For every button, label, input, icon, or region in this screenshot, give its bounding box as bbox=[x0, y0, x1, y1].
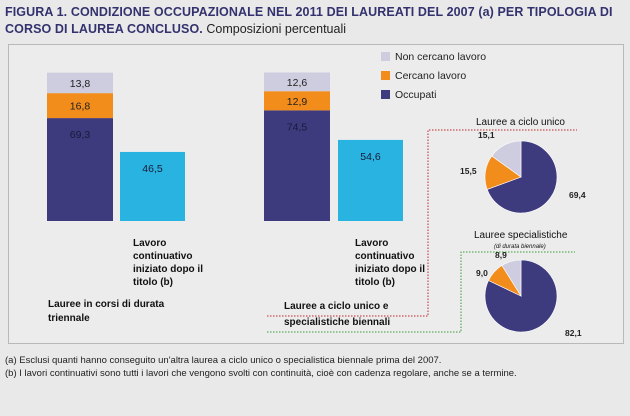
bar-segment-occupati bbox=[264, 110, 330, 221]
bar-segment-non-cercano-lavoro bbox=[264, 72, 330, 92]
pie-value-label: 69,4 bbox=[569, 190, 586, 200]
pie-value-label: 15,5 bbox=[460, 166, 477, 176]
legend-swatch-occupati bbox=[381, 90, 390, 99]
figure-title: FIGURA 1. CONDIZIONE OCCUPAZIONALE NEL 2… bbox=[5, 4, 625, 38]
bar-value-label: 46,5 bbox=[142, 163, 163, 175]
legend-label-non-cercano: Non cercano lavoro bbox=[395, 51, 486, 63]
bar-lavoro-continuativo bbox=[338, 139, 403, 221]
bars-layer: 69,3 16,8 13,8 46,5 74,5 12,9 12,6 54,6 bbox=[47, 72, 403, 221]
pie-value-label: 9,0 bbox=[476, 268, 488, 278]
chart-panel: Non cercano lavoro Cercano lavoro Occupa… bbox=[8, 44, 624, 344]
pies-layer: 69,4 15,5 15,1 82,1 9,0 8,9 bbox=[460, 130, 586, 338]
bar-value-label: 13,8 bbox=[70, 78, 91, 90]
figure-subtitle: Composizioni percentuali bbox=[206, 22, 347, 36]
footnote-a: (a) Esclusi quanti hanno conseguito un'a… bbox=[5, 355, 442, 366]
pie-slice-occupati bbox=[486, 140, 558, 214]
bar-value-label: 16,8 bbox=[70, 101, 91, 113]
pie-slice-non-cercano-lavoro bbox=[491, 140, 522, 178]
group1-line1: Lauree in corsi di durata bbox=[48, 299, 165, 310]
legend-swatch-cercano bbox=[381, 71, 390, 80]
group-label-1: Lauree in corsi di durata triennale bbox=[48, 299, 165, 324]
bar-segment-occupati bbox=[47, 118, 113, 221]
pie2-title: Lauree specialistiche bbox=[474, 230, 568, 241]
cat2-line1: Lavoro bbox=[355, 238, 388, 249]
pie1-title: Lauree a ciclo unico bbox=[476, 117, 565, 128]
pie-value-label: 82,1 bbox=[565, 328, 582, 338]
category-label-group2: Lavoro continuativo iniziato dopo il tit… bbox=[355, 238, 425, 288]
legend-label-occupati: Occupati bbox=[395, 89, 436, 101]
category-label-group1: Lavoro continuativo iniziato dopo il tit… bbox=[133, 238, 203, 288]
group1-line2: triennale bbox=[48, 313, 90, 324]
group2-line1: Lauree a ciclo unico e bbox=[284, 301, 389, 312]
group2-line2: specialistiche biennali bbox=[284, 317, 390, 328]
legend: Non cercano lavoro Cercano lavoro Occupa… bbox=[381, 51, 486, 101]
bar-lavoro-continuativo bbox=[120, 151, 185, 221]
cat1-line1: Lavoro bbox=[133, 238, 166, 249]
pie-value-label: 8,9 bbox=[495, 250, 507, 260]
pie-value-label: 15,1 bbox=[478, 130, 495, 140]
bar-value-label: 74,5 bbox=[287, 121, 308, 133]
cat1-line3: iniziato dopo il bbox=[133, 264, 203, 275]
chart-svg: Non cercano lavoro Cercano lavoro Occupa… bbox=[47, 51, 586, 338]
legend-swatch-non-cercano bbox=[381, 52, 390, 61]
pie2-subtitle: (di durata biennale) bbox=[494, 244, 546, 250]
bar-segment-non-cercano-lavoro bbox=[47, 72, 113, 94]
connector-green bbox=[267, 251, 575, 333]
cat2-line3: iniziato dopo il bbox=[355, 264, 425, 275]
cat1-line2: continuativo bbox=[133, 251, 192, 262]
bar-segment-cercano-lavoro bbox=[264, 91, 330, 111]
figure-title-bold: FIGURA 1. CONDIZIONE OCCUPAZIONALE NEL 2… bbox=[5, 5, 613, 36]
cat1-line4: titolo (b) bbox=[133, 277, 173, 288]
bar-value-label: 12,9 bbox=[287, 96, 308, 108]
bar-value-label: 54,6 bbox=[360, 151, 381, 163]
cat2-line4: titolo (b) bbox=[355, 277, 395, 288]
group-label-2: Lauree a ciclo unico e specialistiche bi… bbox=[284, 301, 390, 328]
footnotes: (a) Esclusi quanti hanno conseguito un'a… bbox=[5, 354, 625, 380]
bar-value-label: 69,3 bbox=[70, 129, 91, 141]
bar-value-label: 12,6 bbox=[287, 77, 308, 89]
cat2-line2: continuativo bbox=[355, 251, 414, 262]
footnote-b: (b) I lavori continuativi sono tutti i l… bbox=[5, 368, 517, 379]
legend-label-cercano: Cercano lavoro bbox=[395, 70, 466, 82]
bar-segment-cercano-lavoro bbox=[47, 93, 113, 119]
connector-red bbox=[267, 129, 577, 317]
pie-slice-non-cercano-lavoro bbox=[501, 259, 522, 298]
